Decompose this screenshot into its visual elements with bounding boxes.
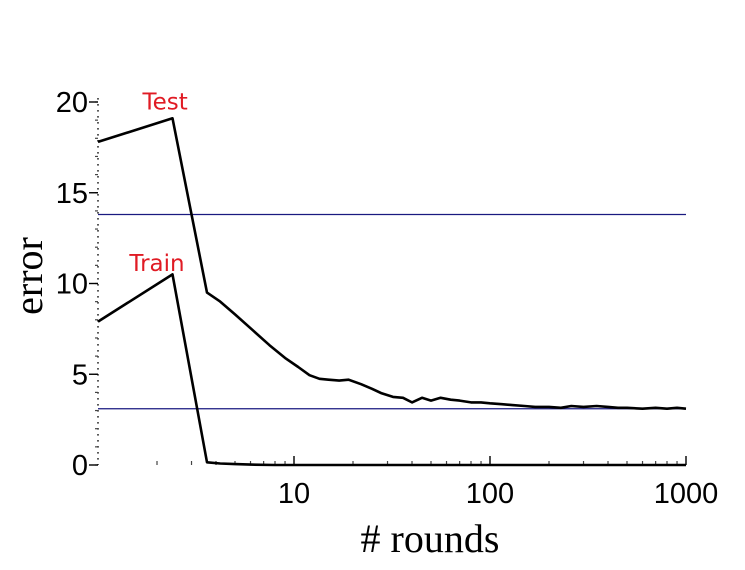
series-line-0: [97, 117, 687, 411]
y-tick-label: 10: [56, 269, 88, 301]
x-tick-label: 10: [278, 478, 310, 510]
annotation-0: Test: [141, 89, 187, 115]
x-tick-label: 100: [466, 478, 514, 510]
reference-lines: [98, 213, 686, 410]
series-lines: [97, 117, 687, 467]
series-line-1: [97, 273, 686, 467]
annotations: Test Train: [128, 89, 187, 277]
y-tick-label: 5: [72, 359, 88, 391]
x-tick-label: 1000: [654, 478, 719, 510]
y-tick-label: 15: [56, 178, 88, 210]
y-axis-label: error: [6, 237, 51, 315]
annotation-1: Train: [128, 251, 184, 277]
axes: 0 5 10 15 20 10 100 1000: [56, 87, 719, 510]
y-tick-label: 0: [72, 450, 88, 482]
x-axis-label: # rounds: [361, 516, 500, 561]
y-tick-label: 20: [56, 87, 88, 119]
